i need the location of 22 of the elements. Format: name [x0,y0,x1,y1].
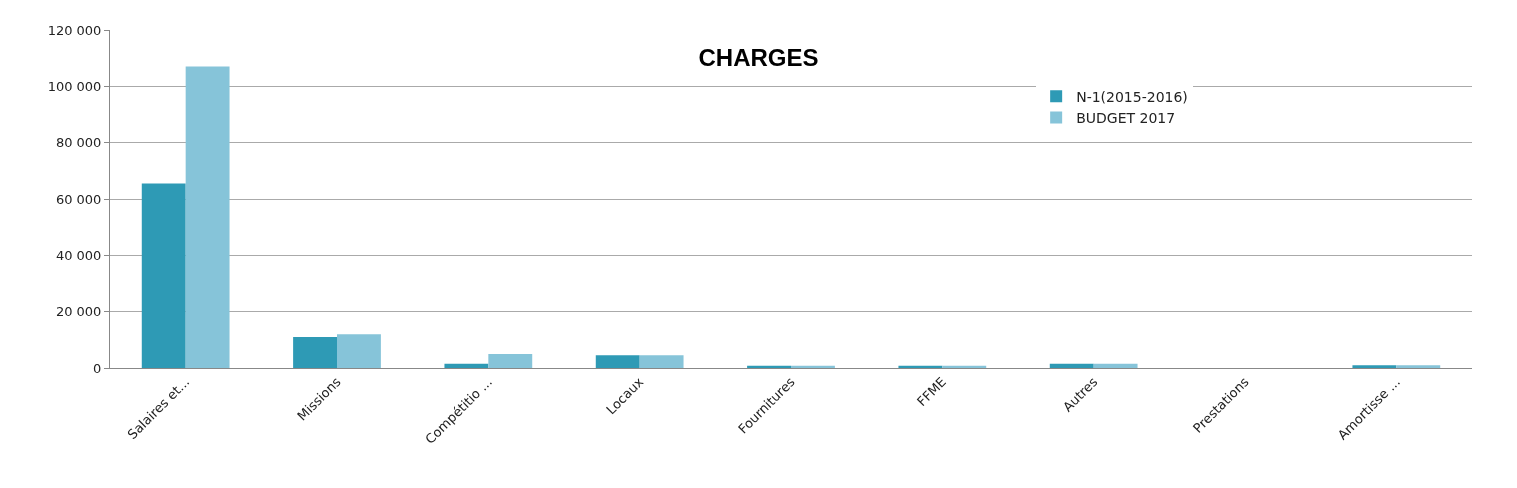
bar [1352,365,1397,368]
bar [337,334,381,368]
bar [1396,365,1441,368]
y-tick-label: 20 000 [55,304,102,320]
bar [595,355,640,368]
bar [1049,363,1094,368]
y-tick-label: 40 000 [55,247,102,263]
y-tick-label: 100 000 [47,78,102,94]
bar [1093,363,1138,368]
y-tick-label: 60 000 [55,191,102,207]
bar [293,337,337,368]
bar [639,355,684,368]
bar [141,183,186,368]
legend-label: N-1(2015-2016) [1076,88,1188,105]
text: CHARGES [698,43,819,71]
bar [488,353,533,368]
bar [444,363,489,368]
y-tick-label: 120 000 [47,22,102,38]
y-tick-label: 80 000 [55,135,102,151]
y-tick-label: 0 [93,360,102,376]
bar [185,66,230,368]
legend-label: BUDGET 2017 [1076,109,1176,126]
